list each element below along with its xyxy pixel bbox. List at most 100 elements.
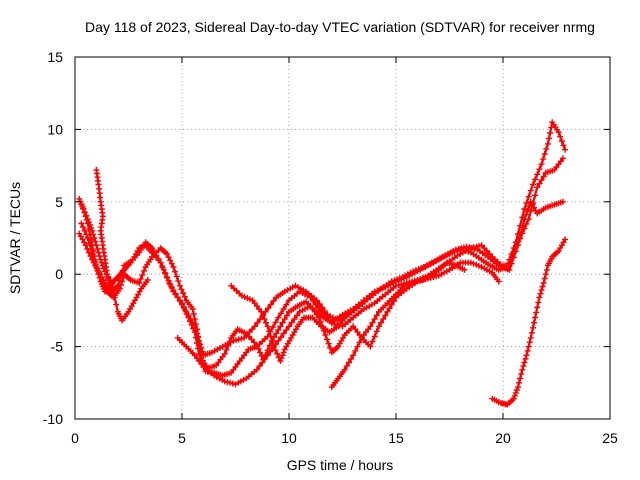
data-point [84,235,91,241]
data-point [283,326,290,333]
data-point [557,133,564,140]
data-point [371,316,378,323]
data-point [525,216,532,223]
data-point [341,366,348,373]
x-tick-label: 5 [178,430,186,446]
data-point [270,298,277,304]
data-point [527,334,534,341]
data-point [159,264,166,271]
chart-title: Day 118 of 2023, Sidereal Day-to-day VTE… [85,19,595,35]
data-point [525,343,532,350]
data-point [265,305,272,312]
data-point [255,345,262,352]
data-point [259,359,266,366]
data-point [544,140,551,147]
data-point [354,343,361,350]
data-point [173,273,180,280]
data-point [261,316,268,323]
series-track-3 [76,119,569,359]
data-point [170,287,177,294]
data-point [538,177,545,184]
x-tick-label: 0 [71,430,79,446]
data-point [546,135,552,142]
data-point [558,138,565,144]
data-point [283,301,290,308]
series-layer [76,119,569,408]
data-point [168,283,175,290]
data-point [350,352,357,359]
data-point [246,296,253,303]
data-point [264,352,271,359]
data-point [521,206,528,212]
data-point [533,309,540,316]
data-point [94,245,101,252]
data-point [521,225,528,232]
data-point [541,275,548,282]
data-point [274,350,281,357]
data-point [83,231,90,238]
data-point [111,294,118,301]
data-point [191,323,198,330]
data-point [517,375,524,382]
data-point [185,312,192,319]
data-point [367,343,374,350]
data-point [144,276,151,283]
data-point [279,319,286,326]
data-point [190,311,197,317]
data-point [96,253,103,260]
data-point [532,314,539,321]
data-point [528,329,535,336]
data-point [92,238,99,245]
data-point [530,181,536,188]
data-point [316,300,323,307]
data-point [530,324,536,331]
data-point [540,156,547,163]
data-point [91,235,98,241]
data-point [536,180,543,187]
data-point [199,348,206,355]
data-point [373,312,380,319]
y-tick-label: 15 [47,49,63,65]
data-point [116,277,123,284]
data-point [547,130,554,136]
data-point [510,245,517,252]
data-point [322,332,329,338]
data-point [356,339,363,346]
data-point [253,342,260,349]
data-point [118,272,124,279]
data-point [168,260,175,267]
data-point [280,330,287,337]
data-point [256,363,263,370]
data-point [530,200,536,207]
data-point [164,274,170,281]
data-point [343,363,350,370]
x-axis-title: GPS time / hours [287,457,394,473]
data-point [261,355,268,362]
data-point [198,345,205,351]
data-point [540,279,547,286]
data-point [510,395,517,402]
data-point [559,155,566,162]
data-point [176,282,183,289]
data-point [348,355,355,362]
series-track-1 [76,195,566,379]
data-point [369,319,376,326]
data-point [352,347,359,354]
data-point [371,333,378,340]
data-point [345,359,352,366]
data-point [321,308,328,315]
data-point [283,312,290,319]
data-point [508,250,515,257]
data-point [97,256,104,263]
data-point [382,312,389,319]
data-point [388,301,395,308]
data-point [506,256,513,263]
data-point [535,299,542,306]
data-point [78,201,85,208]
data-point [86,240,93,247]
data-point [275,337,282,344]
data-point [525,193,532,200]
data-point [277,358,284,365]
data-point [139,271,146,278]
data-point [317,319,324,325]
